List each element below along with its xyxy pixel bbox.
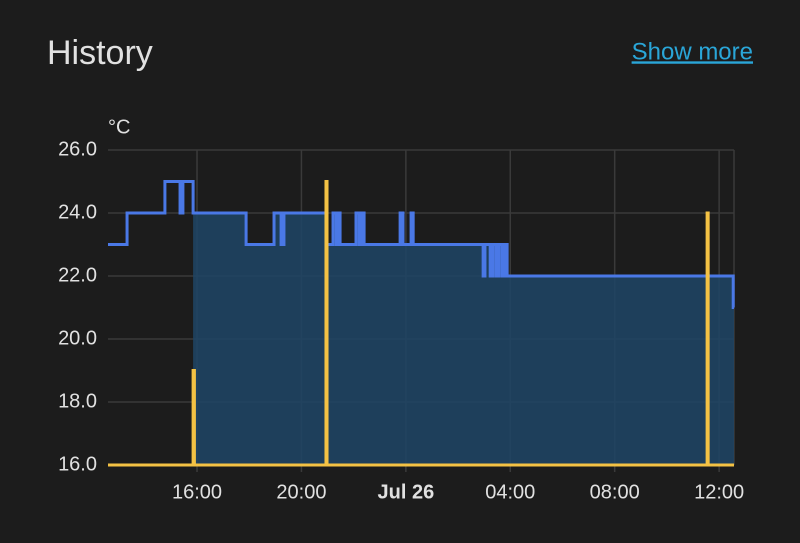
y-tick-label: 26.0: [58, 138, 97, 160]
y-tick-label: 22.0: [58, 264, 97, 286]
y-unit: °C: [108, 116, 130, 138]
x-tick-label: 20:00: [276, 481, 326, 503]
y-tick-label: 16.0: [58, 453, 97, 475]
series-line: [108, 180, 735, 309]
y-tick-label: 20.0: [58, 327, 97, 349]
x-tick-label: 08:00: [590, 481, 640, 503]
x-tick-label: 12:00: [694, 481, 744, 503]
y-tick-label: 24.0: [58, 201, 97, 223]
show-more-link[interactable]: Show more: [632, 38, 753, 65]
x-tick-label: 04:00: [485, 481, 535, 503]
card-title: History: [47, 34, 153, 72]
x-tick-label: 16:00: [172, 481, 222, 503]
series-line: [108, 180, 734, 467]
x-tick-label: Jul 26: [378, 481, 435, 503]
y-tick-label: 18.0: [58, 390, 97, 412]
